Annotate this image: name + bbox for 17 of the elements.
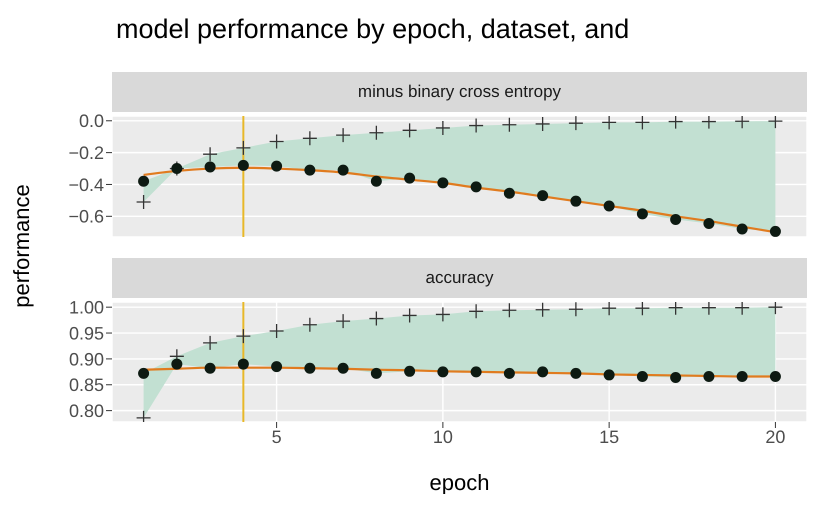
y-tick-label: −0.6 — [68, 206, 104, 227]
chart-subtitle: accuracy — [112, 258, 807, 298]
y-tick-label: 0.0 — [78, 111, 104, 132]
chart-title: model performance by epoch, dataset, and — [116, 14, 630, 45]
y-tick-label: 0.85 — [68, 375, 104, 396]
y-tick-label: 0.80 — [68, 401, 104, 422]
y-tick-label: 1.00 — [68, 298, 104, 318]
y-tick-label: 0.90 — [68, 349, 104, 370]
y-tick-label: −0.4 — [68, 174, 104, 195]
x-tick-label: 10 — [432, 426, 453, 447]
y-tick-label: −0.2 — [68, 143, 104, 164]
chart-subtitle: minus binary cross entropy — [112, 72, 807, 112]
y-axis-title: performance — [9, 184, 35, 308]
x-tick-label: 20 — [765, 426, 786, 447]
y-tick-label: 0.95 — [68, 323, 104, 344]
x-tick-label: 15 — [599, 426, 620, 447]
x-tick-label: 5 — [272, 426, 282, 447]
